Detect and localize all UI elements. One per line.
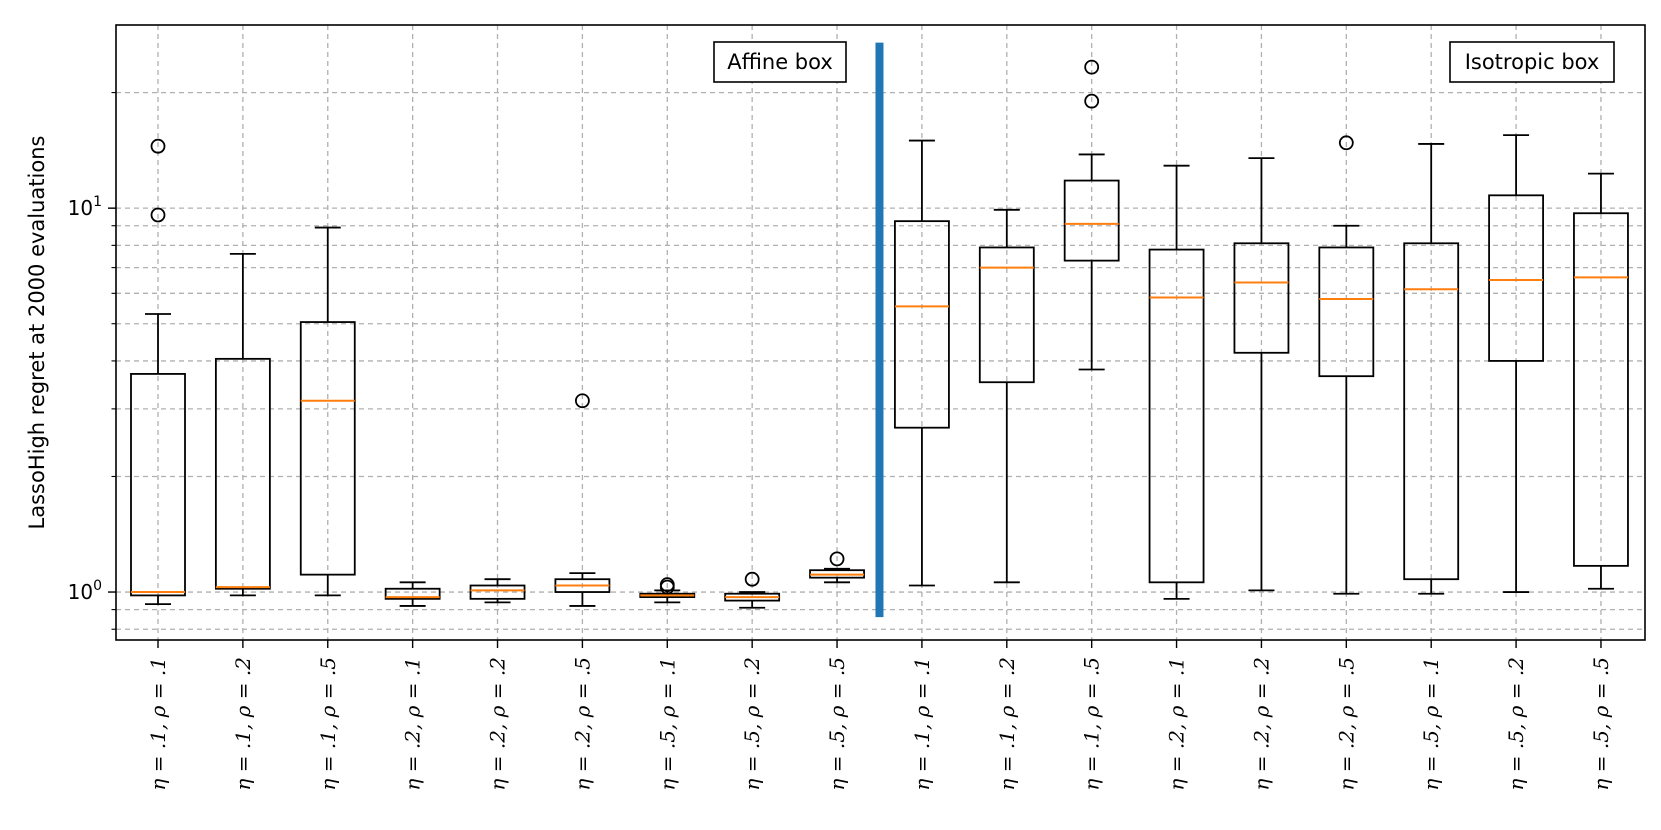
- y-tick-exponent: 1: [93, 194, 102, 210]
- box-1: [130, 138, 186, 606]
- box-9: [809, 551, 865, 584]
- box-17: [1488, 134, 1544, 593]
- box-iqr: [894, 220, 950, 429]
- box-11: [978, 208, 1035, 584]
- box-12: [1063, 59, 1120, 371]
- x-tick-label: η = .2, ρ = .5: [570, 657, 594, 791]
- box-iqr: [1403, 242, 1460, 581]
- box-iqr: [214, 357, 271, 590]
- box-8: [724, 571, 781, 609]
- x-tick-label: η = .1, ρ = .5: [1080, 657, 1104, 791]
- outlier-point: [829, 551, 845, 567]
- x-tick-label: η = .1, ρ = .2: [995, 657, 1019, 791]
- box-13: [1148, 164, 1205, 600]
- box-18: [1573, 172, 1629, 590]
- outlier-point: [1084, 93, 1100, 109]
- annotations: Affine box Isotropic box: [713, 41, 1615, 83]
- box-iqr: [1233, 242, 1290, 354]
- x-tick-label: η = .5, ρ = .1: [655, 657, 679, 791]
- x-tick-label: η = .1, ρ = .2: [231, 657, 255, 791]
- box-14: [1233, 157, 1290, 592]
- x-tick-label: η = .1, ρ = .5: [316, 657, 340, 791]
- y-axis: 100 101: [68, 92, 116, 630]
- outlier-point: [150, 138, 166, 154]
- box-iqr: [384, 587, 441, 600]
- x-tick-label: η = .2, ρ = .2: [1249, 657, 1273, 791]
- outlier-point: [744, 571, 760, 587]
- box-10: [894, 139, 950, 587]
- box-series: [130, 59, 1629, 609]
- box-iqr: [299, 321, 356, 576]
- box-iqr: [1488, 194, 1544, 362]
- box-5: [469, 578, 526, 604]
- box-4: [384, 581, 441, 607]
- y-tick-label: 100: [68, 578, 102, 604]
- y-tick-label: 101: [68, 194, 102, 220]
- box-iqr: [1148, 248, 1205, 584]
- box-iqr: [469, 584, 526, 600]
- x-tick-label: η = .2, ρ = .5: [1334, 657, 1358, 791]
- grid-lines: [116, 25, 1645, 640]
- x-tick-label: η = .5, ρ = .5: [825, 657, 849, 791]
- box-iqr: [1318, 246, 1375, 378]
- outlier-point: [150, 207, 166, 223]
- outlier-point: [575, 393, 590, 409]
- x-tick-label: η = .5, ρ = .2: [740, 657, 764, 791]
- annotation-box: [713, 41, 847, 83]
- box-2: [214, 253, 271, 597]
- box-iqr: [130, 373, 186, 597]
- box-6: [554, 393, 611, 607]
- box-iqr: [978, 246, 1035, 384]
- outlier-point: [659, 577, 675, 593]
- x-tick-label: η = .2, ρ = .1: [1165, 657, 1189, 791]
- annotation-label: Affine box: [727, 50, 833, 74]
- box-3: [299, 226, 356, 597]
- x-tick-label: η = .5, ρ = .5: [1589, 657, 1613, 791]
- box-16: [1403, 143, 1460, 595]
- outlier-point: [1338, 135, 1354, 151]
- x-tick-label: η = .1, ρ = .1: [910, 657, 934, 791]
- y-axis-label: LassoHigh regret at 2000 evaluations: [25, 136, 49, 530]
- x-axis: η = .1, ρ = .1 η = .1, ρ = .2 η = .1, ρ = …: [146, 640, 1613, 791]
- box-iqr: [1063, 179, 1120, 262]
- x-tick-label: η = .2, ρ = .1: [401, 657, 425, 791]
- annotation-right: Isotropic box: [1449, 41, 1615, 83]
- annotation-left: Affine box: [713, 41, 847, 83]
- plot-area-frame: [115, 24, 1646, 641]
- box-15: [1318, 135, 1375, 595]
- x-tick-label: η = .5, ρ = .2: [1504, 657, 1528, 791]
- box-iqr: [1573, 212, 1629, 567]
- box-7: [639, 577, 696, 604]
- x-tick-label: η = .5, ρ = .1: [1419, 657, 1443, 791]
- x-tick-label: η = .1, ρ = .1: [146, 657, 170, 791]
- annotation-box: [1449, 41, 1615, 83]
- y-tick-exponent: 0: [93, 578, 102, 594]
- outlier-point: [1084, 59, 1100, 75]
- x-tick-label: η = .2, ρ = .2: [486, 657, 510, 791]
- annotation-label: Isotropic box: [1465, 50, 1600, 74]
